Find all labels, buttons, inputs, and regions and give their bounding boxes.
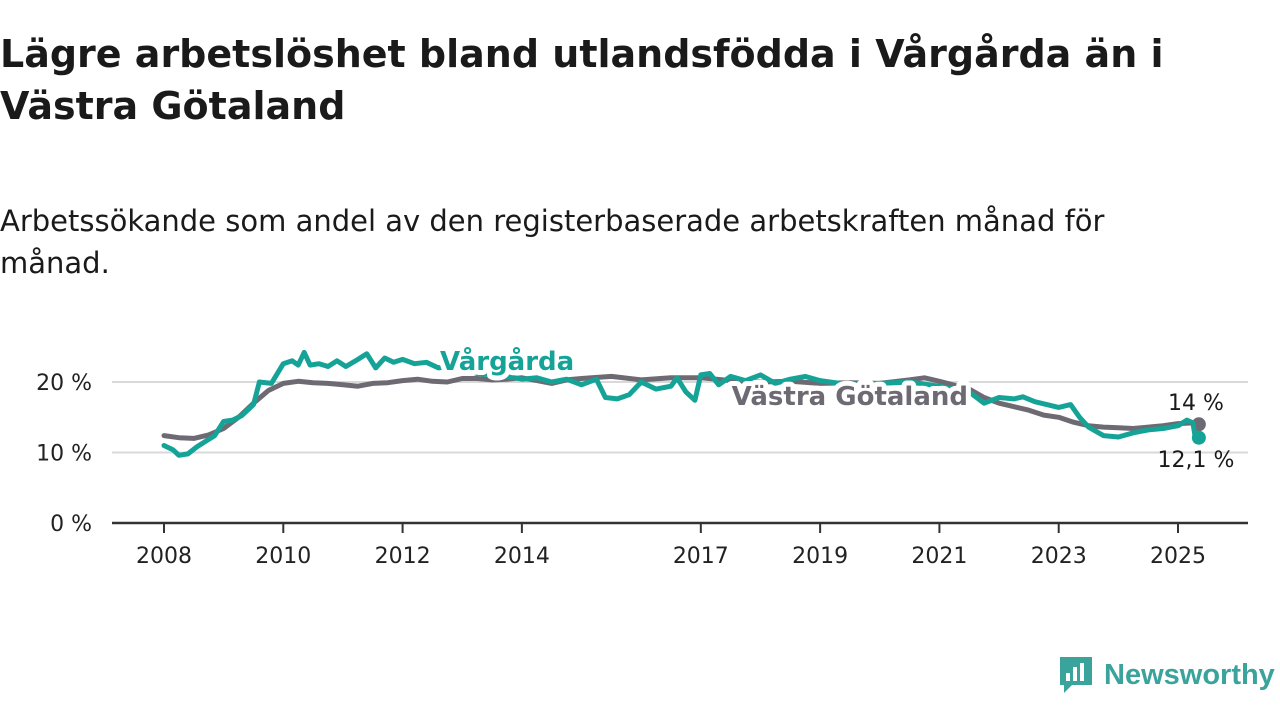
brand-logo: Newsworthy [1058,655,1275,695]
y-tick-label: 20 % [36,371,92,396]
axes: 0 % 10 % 20 % 2008 2010 2012 2014 2017 2019 2021 2… [36,371,1248,569]
series-lines [161,349,1206,458]
chart-subtitle: Arbetssökande som andel av den registerb… [0,204,1105,280]
x-tick-label: 2014 [494,544,550,569]
x-tick-label: 2008 [136,544,192,569]
labels: Vårgårda Västra Götaland 14 % 12,1 % [435,340,1235,473]
end-label-vargarda: 12,1 % [1158,448,1235,473]
series-label-v-stra-g-taland: Västra Götaland [732,382,968,412]
x-tick-label: 2012 [375,544,431,569]
newsworthy-logo-icon [1060,657,1092,693]
line-chart: 0 % 10 % 20 % 2008 2010 2012 2014 2017 2019 2021 2… [36,340,1248,569]
series-line-v-stra-g-taland [161,373,1202,441]
x-tick-label: 2023 [1031,544,1087,569]
brand-name: Newsworthy [1104,658,1275,691]
chart-title: Lägre arbetslöshet bland utlandsfödda i … [0,32,1164,128]
series-line-v-rg-rda [161,349,1202,458]
x-tick-label: 2019 [792,544,848,569]
end-point-v-rg-rda [1191,430,1206,445]
x-tick-label: 2017 [673,544,729,569]
x-tick-label: 2021 [911,544,967,569]
end-label-vastra-gotaland: 14 % [1168,391,1224,416]
y-tick-label: 0 % [50,512,92,537]
y-tick-label: 10 % [36,442,92,467]
series-label-v-rg-rda: Vårgårda [440,345,574,377]
x-tick-label: 2025 [1150,544,1206,569]
x-tick-label: 2010 [255,544,311,569]
